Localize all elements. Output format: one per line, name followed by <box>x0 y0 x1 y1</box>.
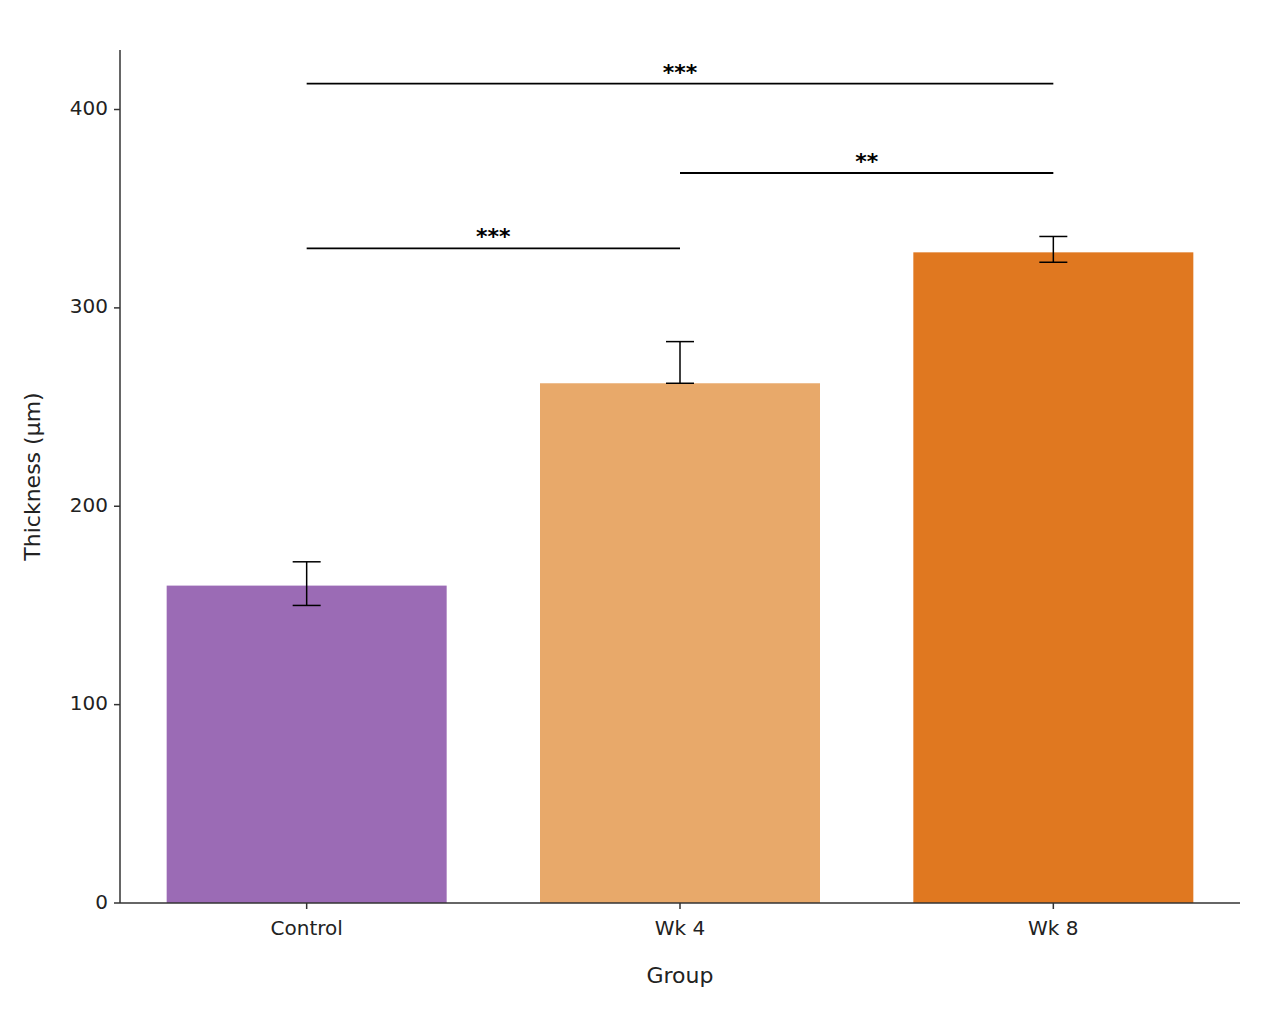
error-cap-lower <box>1039 262 1067 264</box>
y-tick <box>114 109 120 111</box>
y-tick <box>114 506 120 508</box>
x-tick <box>679 903 681 909</box>
error-cap-upper <box>293 561 321 563</box>
x-tick <box>1053 903 1055 909</box>
x-tick-label: Control <box>271 916 343 940</box>
bar <box>540 383 820 903</box>
bar <box>167 586 447 903</box>
y-tick-label: 400 <box>70 96 108 120</box>
chart-container: ********0100200300400ControlWk 4Wk 8Grou… <box>0 0 1280 1023</box>
x-tick <box>306 903 308 909</box>
significance-label: *** <box>663 60 698 85</box>
significance-labels: ******** <box>476 60 879 250</box>
x-tick-label: Wk 4 <box>655 916 705 940</box>
error-cap-upper <box>666 341 694 343</box>
y-tick <box>114 704 120 706</box>
chart-svg: ********0100200300400ControlWk 4Wk 8Grou… <box>0 0 1280 1023</box>
axes: 0 100 200 300 400 Control Wk 4 Wk 8 <box>70 50 1240 940</box>
y-tick-label: 300 <box>70 294 108 318</box>
error-bar <box>666 342 694 384</box>
error-bar <box>1039 236 1067 262</box>
y-axis-line <box>119 50 121 903</box>
error-line <box>1053 236 1055 262</box>
significance-label: *** <box>476 224 511 249</box>
error-cap-upper <box>1039 236 1067 238</box>
plot-area <box>167 84 1194 903</box>
significance-label: ** <box>855 149 879 174</box>
bar <box>913 252 1193 903</box>
error-cap-lower <box>293 605 321 607</box>
y-axis-title: Thickness (μm) <box>20 392 45 561</box>
error-line <box>679 342 681 384</box>
y-tick <box>114 902 120 904</box>
y-tick <box>114 307 120 309</box>
error-bar <box>293 562 321 606</box>
error-line <box>306 562 308 606</box>
y-tick-label: 0 <box>95 890 108 914</box>
x-axis-title: Group <box>647 963 714 988</box>
error-cap-lower <box>666 383 694 385</box>
x-tick-label: Wk 8 <box>1028 916 1078 940</box>
y-tick-label: 200 <box>70 493 108 517</box>
y-tick-label: 100 <box>70 691 108 715</box>
